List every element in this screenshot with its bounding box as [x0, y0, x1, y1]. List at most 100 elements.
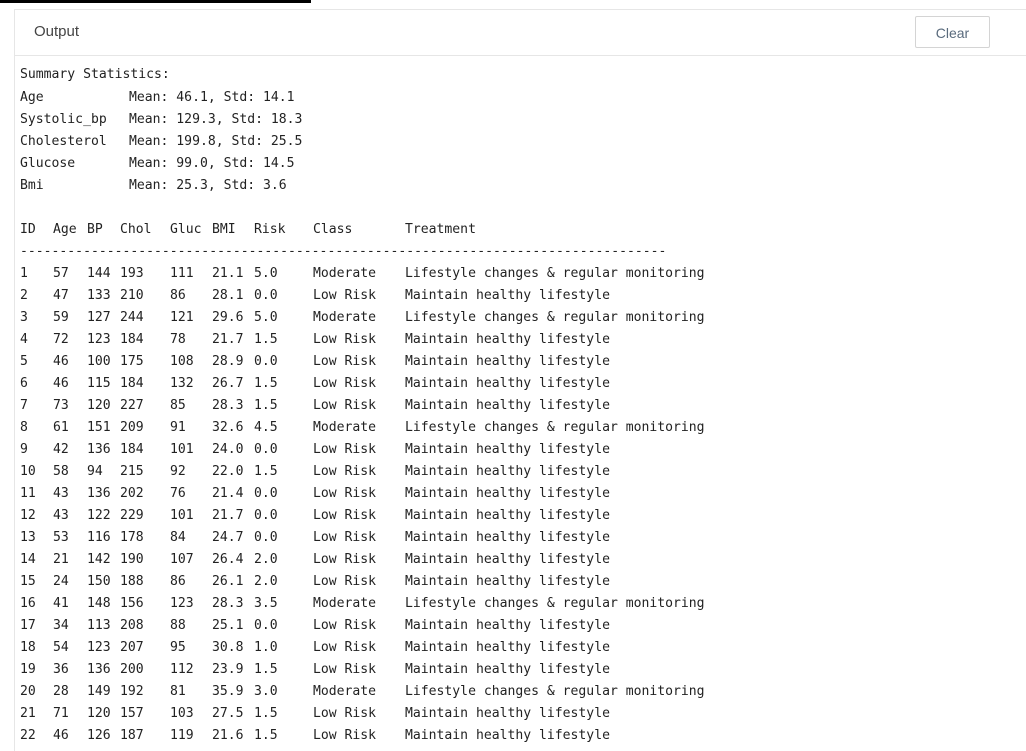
table-cell: 53	[53, 530, 69, 545]
table-cell: Low Risk	[313, 618, 377, 633]
table-header-cell: Chol	[120, 222, 152, 237]
table-cell: Low Risk	[313, 442, 377, 457]
table-cell: 187	[120, 728, 144, 743]
table-cell: Maintain healthy lifestyle	[405, 376, 610, 391]
table-cell: 21.7	[212, 332, 244, 347]
summary-value: Mean: 199.8, Std: 25.5	[129, 134, 303, 149]
table-cell: 4	[20, 332, 28, 347]
table-cell: 184	[120, 332, 144, 347]
summary-value: Mean: 25.3, Std: 3.6	[129, 178, 287, 193]
table-cell: Low Risk	[313, 486, 377, 501]
table-cell: 3	[20, 310, 28, 325]
table-cell: 101	[170, 508, 194, 523]
table-cell: 127	[87, 310, 111, 325]
table-cell: 28.3	[212, 596, 244, 611]
table-cell: Maintain healthy lifestyle	[405, 530, 610, 545]
table-cell: 4.5	[254, 420, 278, 435]
table-cell: 17	[20, 618, 36, 633]
table-cell: Low Risk	[313, 288, 377, 303]
table-cell: 120	[87, 398, 111, 413]
table-cell: Lifestyle changes & regular monitoring	[405, 310, 705, 325]
table-cell: 0.0	[254, 530, 278, 545]
table-cell: Lifestyle changes & regular monitoring	[405, 684, 705, 699]
table-cell: 41	[53, 596, 69, 611]
table-cell: 94	[87, 464, 103, 479]
table-cell: 112	[170, 662, 194, 677]
table-cell: 227	[120, 398, 144, 413]
table-cell: 5.0	[254, 310, 278, 325]
table-cell: 126	[87, 728, 111, 743]
table-cell: 116	[87, 530, 111, 545]
table-cell: Maintain healthy lifestyle	[405, 508, 610, 523]
table-cell: 22	[20, 728, 36, 743]
table-cell: 2	[20, 288, 28, 303]
table-cell: Moderate	[313, 420, 377, 435]
table-separator: ----------------------------------------…	[20, 244, 667, 259]
clear-button[interactable]: Clear	[915, 16, 990, 48]
table-cell: 178	[120, 530, 144, 545]
table-cell: Low Risk	[313, 464, 377, 479]
table-cell: Lifestyle changes & regular monitoring	[405, 266, 705, 281]
table-cell: Moderate	[313, 310, 377, 325]
table-cell: 150	[87, 574, 111, 589]
table-cell: 86	[170, 288, 186, 303]
table-cell: 0.0	[254, 288, 278, 303]
summary-label: Cholesterol	[20, 134, 107, 149]
table-header-cell: Age	[53, 222, 77, 237]
table-cell: 208	[120, 618, 144, 633]
table-cell: 8	[20, 420, 28, 435]
table-cell: 61	[53, 420, 69, 435]
table-cell: Low Risk	[313, 728, 377, 743]
table-cell: 25.1	[212, 618, 244, 633]
table-cell: 22.0	[212, 464, 244, 479]
table-cell: Maintain healthy lifestyle	[405, 640, 610, 655]
table-cell: 1.0	[254, 640, 278, 655]
table-cell: 108	[170, 354, 194, 369]
output-text-area: Summary Statistics: Age Mean: 46.1, Std:…	[20, 56, 1020, 751]
table-cell: 28.1	[212, 288, 244, 303]
table-cell: 5	[20, 354, 28, 369]
table-cell: 5.0	[254, 266, 278, 281]
table-cell: 190	[120, 552, 144, 567]
table-cell: 2.0	[254, 574, 278, 589]
summary-heading: Summary Statistics:	[20, 67, 170, 82]
table-cell: 111	[170, 266, 194, 281]
table-cell: 210	[120, 288, 144, 303]
table-cell: 14	[20, 552, 36, 567]
table-cell: 1.5	[254, 376, 278, 391]
table-cell: 28.3	[212, 398, 244, 413]
table-cell: 215	[120, 464, 144, 479]
table-cell: 46	[53, 728, 69, 743]
table-cell: 103	[170, 706, 194, 721]
table-cell: 120	[87, 706, 111, 721]
table-cell: Low Risk	[313, 530, 377, 545]
output-panel: Output Clear Summary Statistics: Age Mea…	[14, 9, 1026, 751]
table-header-cell: BP	[87, 222, 103, 237]
table-cell: 0.0	[254, 508, 278, 523]
table-cell: 43	[53, 486, 69, 501]
table-cell: 81	[170, 684, 186, 699]
summary-row: Age Mean: 46.1, Std: 14.1	[20, 88, 295, 108]
table-cell: 76	[170, 486, 186, 501]
table-cell: 78	[170, 332, 186, 347]
table-cell: Low Risk	[313, 398, 377, 413]
summary-label: Glucose	[20, 156, 76, 171]
table-cell: 21.4	[212, 486, 244, 501]
table-cell: Low Risk	[313, 574, 377, 589]
table-cell: Maintain healthy lifestyle	[405, 288, 610, 303]
table-cell: 21	[53, 552, 69, 567]
table-cell: 46	[53, 354, 69, 369]
table-cell: 24.0	[212, 442, 244, 457]
table-cell: 28	[53, 684, 69, 699]
table-cell: Moderate	[313, 266, 377, 281]
table-cell: 84	[170, 530, 186, 545]
table-cell: Maintain healthy lifestyle	[405, 706, 610, 721]
table-cell: 28.9	[212, 354, 244, 369]
table-cell: Low Risk	[313, 376, 377, 391]
table-cell: 13	[20, 530, 36, 545]
summary-label: Age	[20, 90, 44, 105]
table-cell: 156	[120, 596, 144, 611]
table-cell: 115	[87, 376, 111, 391]
table-cell: 92	[170, 464, 186, 479]
table-cell: 209	[120, 420, 144, 435]
